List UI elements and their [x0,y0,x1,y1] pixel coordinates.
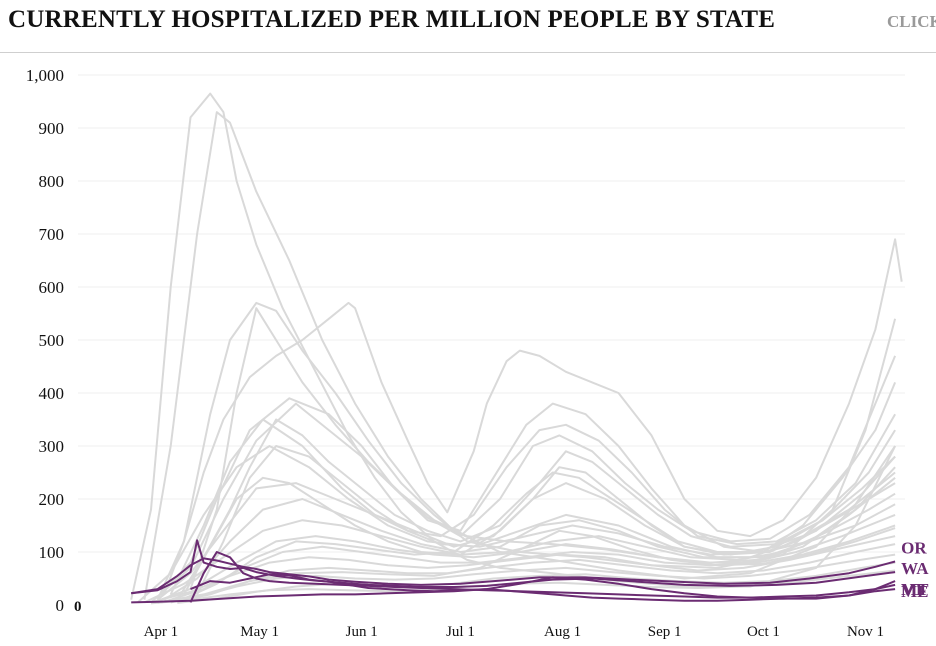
state-label: MT [901,580,929,599]
x-tick-label: Sep 1 [648,624,682,640]
state-line-gray [176,418,896,601]
x-tick-label: Oct 1 [747,624,780,640]
x-tick-label: Aug 1 [544,624,581,640]
y-tick-label: 600 [39,278,65,297]
header-bar: CURRENTLY HOSPITALIZED PER MILLION PEOPL… [0,0,936,53]
y-tick-label: 100 [39,543,65,562]
state-line-gray [157,553,896,604]
state-line-gray [163,238,903,595]
x-tick-label: Jun 1 [346,624,378,640]
y-tick-label: 300 [39,437,65,456]
state-line-gray [156,382,897,598]
x-tick-label: May 1 [240,624,279,640]
state-line-gray [176,471,896,603]
state-line-highlight [131,557,896,595]
y-tick-label: 200 [39,490,65,509]
state-line-gray [170,543,896,604]
state-line-gray [130,92,896,600]
state-line-gray [163,524,896,603]
state-line-gray [157,513,896,602]
x-tick-label: Nov 1 [847,624,884,640]
state-label: ME [901,582,928,601]
state-label: OR [901,539,927,558]
state-label: VT [901,580,925,599]
y-tick-label: 0 [56,596,65,615]
left-zero-label: 0 [74,599,82,615]
state-line-gray [143,111,896,600]
state-line-gray [169,413,896,595]
state-label: WA [901,559,929,578]
x-axis-tick-labels: Apr 1 May 1 Jun 1 Jul 1 Aug 1 Sep 1 Oct 1 Nov 1 [144,624,884,640]
state-line-gray [177,561,896,604]
state-line-gray [150,355,897,604]
y-tick-label: 700 [39,225,65,244]
state-line-highlight [131,576,896,604]
y-axis-tick-labels: 0 100 200 300 400 500 600 700 800 900 1,000 [26,66,64,615]
highlighted-state-lines [131,539,896,604]
y-tick-label: 1,000 [26,66,64,85]
hospitalization-line-chart: 0 100 200 300 400 500 600 700 800 900 1,000 Apr 1 M… [26,66,929,640]
y-tick-label: 900 [39,119,65,138]
click-hint-link[interactable]: CLICK [887,12,936,31]
x-tick-label: Jul 1 [446,624,475,640]
background-state-lines [130,92,903,605]
page-title: CURRENTLY HOSPITALIZED PER MILLION PEOPL… [8,6,776,33]
y-tick-label: 800 [39,172,65,191]
x-tick-label: Apr 1 [144,624,179,640]
y-tick-label: 400 [39,384,65,403]
state-line-gray [189,307,896,590]
y-tick-label: 500 [39,331,65,350]
